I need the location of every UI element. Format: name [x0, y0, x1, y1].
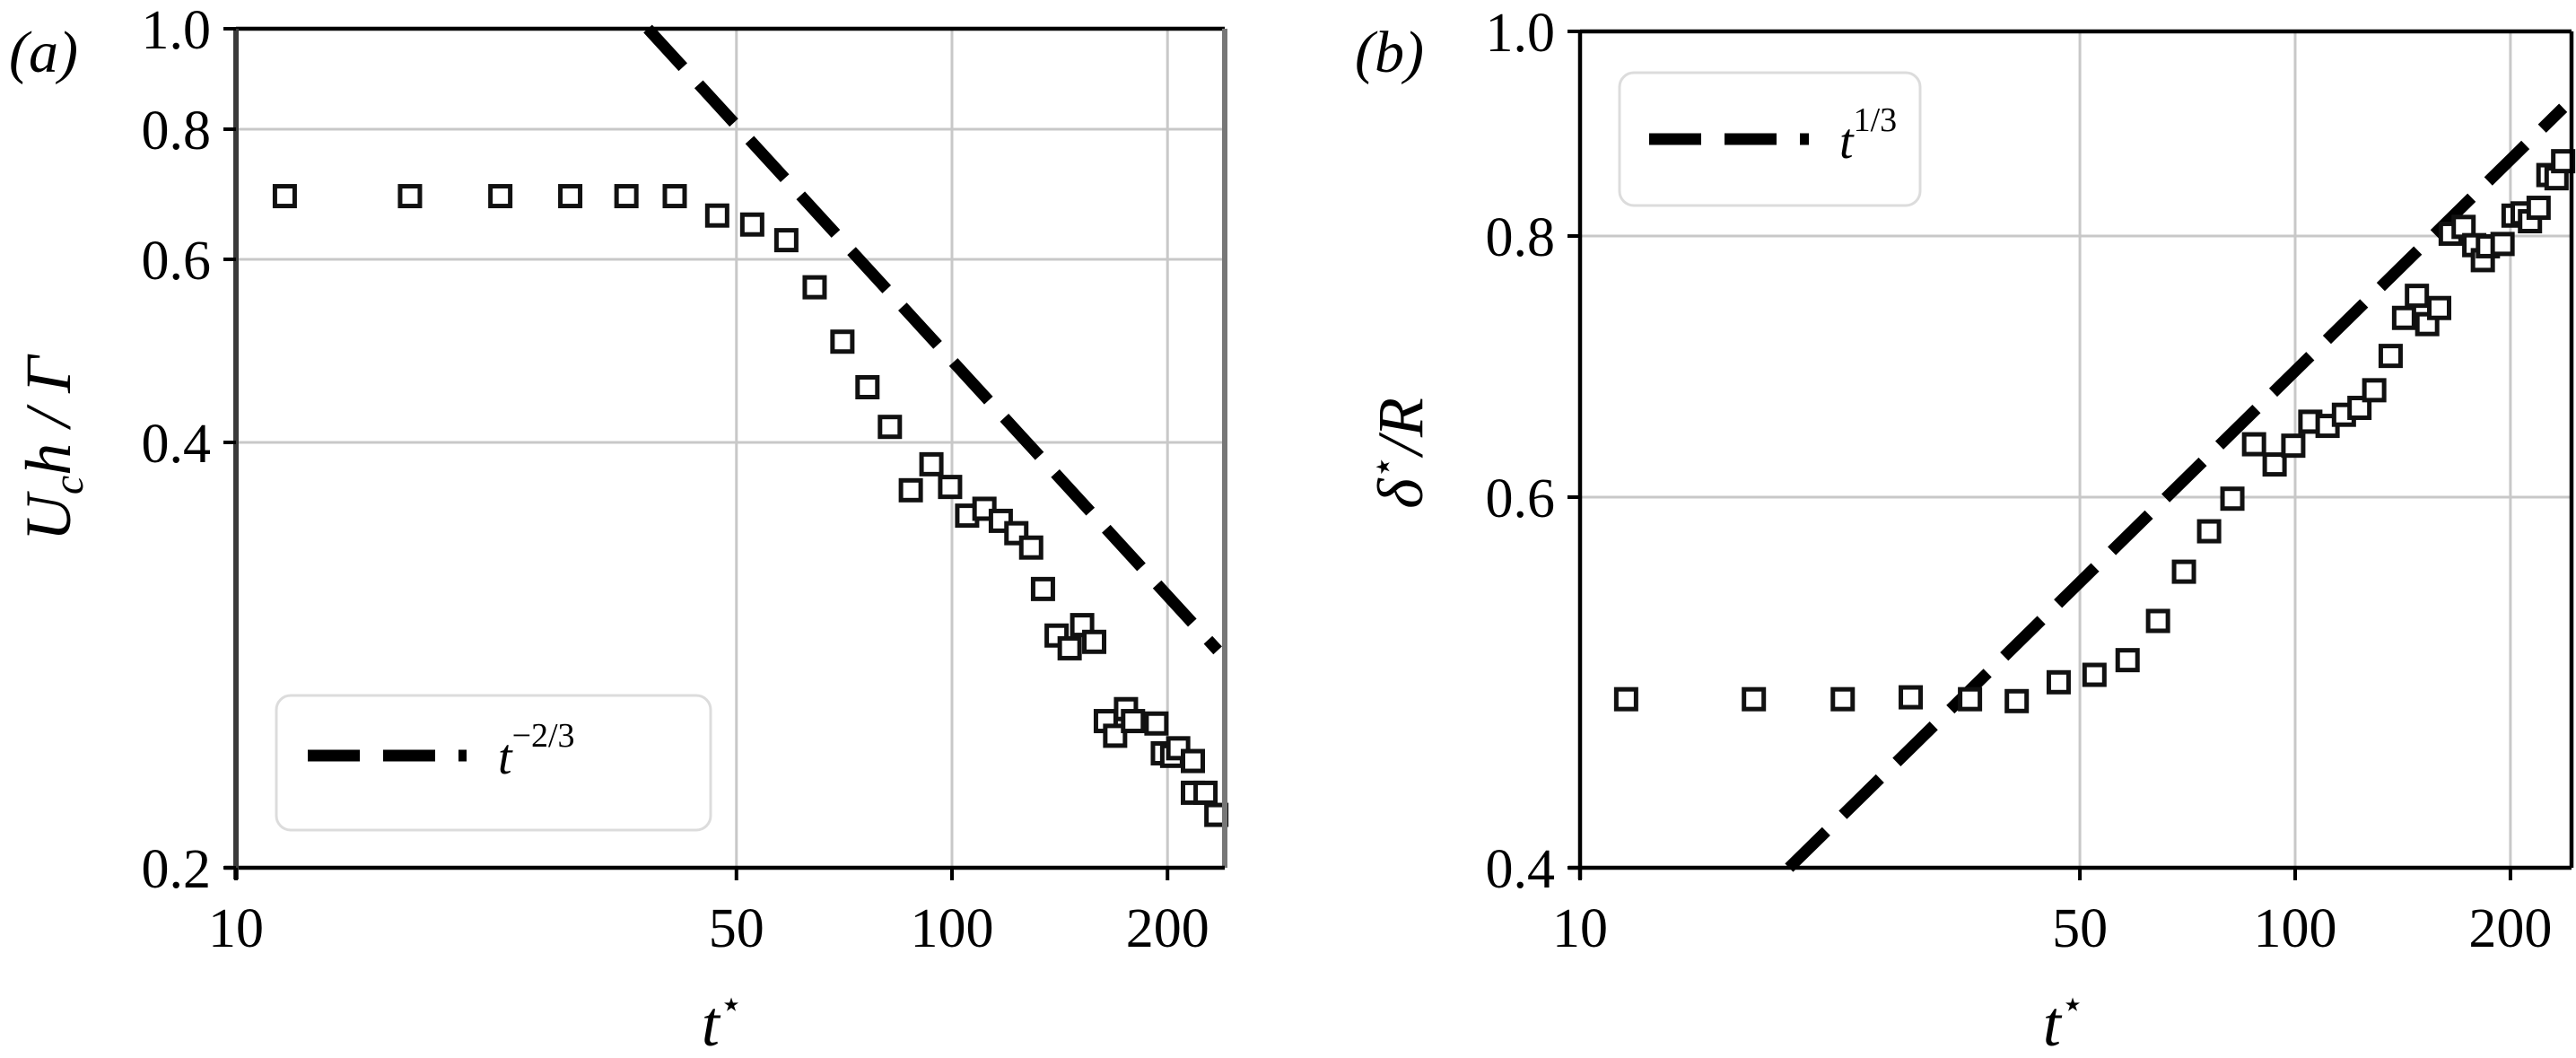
fit-line-a — [643, 24, 1222, 655]
ticks-b: 10 50 100 200 1.0 0.8 0.6 0.4 — [1486, 3, 2553, 959]
y-tick-label: 0.6 — [1486, 468, 1556, 529]
square-marker-icon — [919, 451, 944, 477]
square-marker-icon — [272, 184, 297, 209]
square-marker-icon — [488, 184, 513, 209]
x-axis-title-a: t⋆ — [702, 984, 743, 1058]
y-tick-label: 0.4 — [1486, 839, 1556, 900]
panel-label-a: (a) — [9, 20, 78, 85]
panel-b: t1/3 10 50 100 200 1.0 0.8 0.6 0.4 (b) t⋆ δ⋆/R — [1355, 3, 2576, 1058]
gridlines-a — [236, 29, 1225, 868]
square-marker-icon — [2115, 648, 2140, 673]
square-marker-icon — [2196, 519, 2222, 544]
legend-a — [275, 694, 712, 832]
x-tick-label: 10 — [1552, 898, 1608, 959]
square-marker-icon — [773, 228, 799, 253]
x-tick-label: 50 — [2052, 898, 2108, 959]
square-marker-icon — [1958, 686, 1983, 712]
square-marker-icon — [1121, 709, 1146, 734]
y-tick-label: 1.0 — [142, 0, 212, 61]
y-tick-label: 0.4 — [142, 414, 212, 475]
square-marker-icon — [1082, 629, 1107, 654]
square-marker-icon — [802, 275, 827, 300]
x-axis-title-b: t⋆ — [2043, 984, 2084, 1058]
square-marker-icon — [2241, 432, 2266, 457]
ticks-a: 10 50 100 200 1.0 0.8 0.6 0.4 0.2 — [142, 0, 1209, 959]
gridlines-b — [1580, 31, 2572, 868]
square-marker-icon — [878, 415, 903, 440]
square-marker-icon — [1103, 723, 1128, 748]
square-marker-icon — [2405, 284, 2430, 309]
x-tick-label: 100 — [911, 898, 994, 959]
square-marker-icon — [1144, 711, 1169, 736]
square-marker-icon — [2526, 196, 2551, 221]
square-marker-icon — [1830, 686, 1856, 712]
panel-label-b: (b) — [1355, 20, 1424, 85]
square-marker-icon — [1193, 780, 1218, 805]
square-marker-icon — [2378, 344, 2403, 369]
y-axis-title-a: Uch / Γ — [13, 354, 92, 541]
square-marker-icon — [2281, 433, 2306, 459]
square-marker-icon — [2004, 688, 2030, 713]
y-tick-label: 0.8 — [142, 101, 212, 162]
power-law-fit-line — [643, 24, 1222, 655]
y-tick-label: 0.6 — [142, 231, 212, 292]
square-marker-icon — [1742, 686, 1767, 712]
square-marker-icon — [704, 203, 729, 228]
square-marker-icon — [1030, 576, 1055, 601]
square-marker-icon — [2490, 232, 2515, 257]
square-marker-icon — [938, 475, 963, 500]
power-law-fit-line — [1785, 103, 2568, 872]
y-tick-label: 0.2 — [142, 839, 212, 900]
square-marker-icon — [558, 184, 583, 209]
x-tick-label: 200 — [2468, 898, 2552, 959]
square-marker-icon — [2220, 486, 2245, 512]
square-marker-icon — [397, 184, 423, 209]
square-marker-icon — [2046, 669, 2071, 695]
square-marker-icon — [1180, 748, 1205, 774]
square-marker-icon — [830, 329, 855, 354]
y-axis-title-b: δ⋆/R — [1363, 398, 1436, 509]
square-marker-icon — [1613, 686, 1638, 712]
square-marker-icon — [2427, 295, 2452, 320]
square-marker-icon — [1057, 635, 1082, 660]
panel-a: t−2/3 10 50 100 200 1.0 0.8 0.6 0.4 0.2 (a) t⋆ U… — [9, 0, 1229, 1058]
fit-line-b — [1785, 103, 2568, 872]
legend-label-b: t1/3 — [1839, 101, 1897, 170]
square-marker-icon — [2145, 608, 2170, 634]
legend-label-a: t−2/3 — [498, 717, 575, 785]
square-marker-icon — [1899, 685, 1924, 710]
square-marker-icon — [2262, 452, 2287, 477]
x-tick-label: 50 — [709, 898, 764, 959]
y-tick-label: 0.8 — [1486, 207, 1556, 268]
square-marker-icon — [898, 477, 923, 503]
square-marker-icon — [2391, 305, 2416, 330]
square-marker-icon — [614, 184, 639, 209]
square-marker-icon — [739, 212, 764, 237]
square-marker-icon — [2347, 396, 2372, 421]
square-marker-icon — [2082, 662, 2107, 687]
square-marker-icon — [662, 184, 687, 209]
square-marker-icon — [2362, 378, 2387, 403]
square-marker-icon — [1018, 535, 1043, 560]
data-points-b — [1613, 149, 2576, 713]
square-marker-icon — [2171, 559, 2196, 584]
x-tick-label: 200 — [1126, 898, 1209, 959]
x-tick-label: 10 — [208, 898, 264, 959]
y-tick-label: 1.0 — [1486, 3, 1556, 64]
square-marker-icon — [855, 375, 880, 400]
x-tick-label: 100 — [2254, 898, 2337, 959]
